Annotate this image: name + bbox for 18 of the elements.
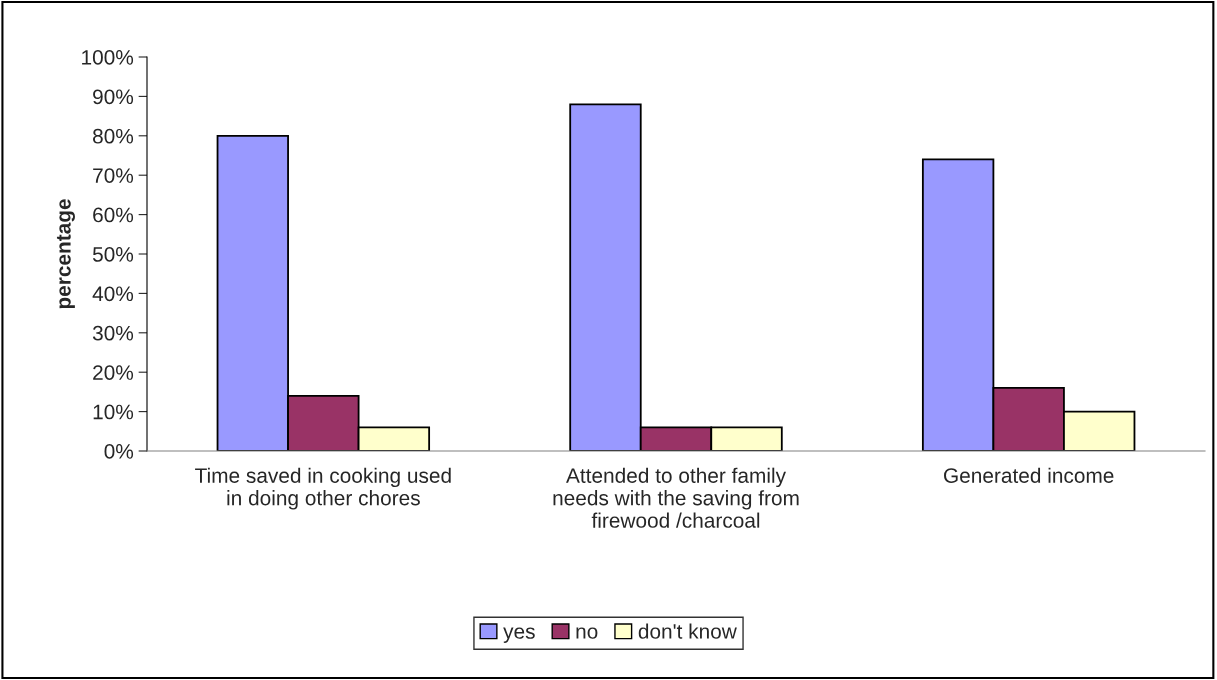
legend-label: don't know <box>638 623 737 639</box>
y-tick-label: 40% <box>92 286 134 302</box>
x-tick-label: Generated income <box>944 467 1114 483</box>
y-tick-label: 90% <box>93 89 134 105</box>
legend-label: yes <box>503 627 535 643</box>
y-tick-label: 80% <box>93 128 134 144</box>
y-tick-label: 50% <box>92 247 134 262</box>
x-tick-label: Attended to other family needs with the saving from firewood /charcoal <box>553 467 799 528</box>
y-tick-label: 100% <box>82 50 134 65</box>
y-axis-title: percentage <box>56 199 75 309</box>
y-tick-label: 70% <box>93 168 134 183</box>
x-tick-label: Time saved in cooking used in doing other chores <box>195 467 451 510</box>
y-tick-label: 0% <box>104 444 134 459</box>
y-tick-label: 30% <box>92 325 134 341</box>
legend-label: no <box>576 627 598 639</box>
y-tick-label: 10% <box>93 404 134 420</box>
y-tick-label: 20% <box>93 365 134 380</box>
y-tick-label: 60% <box>93 207 134 223</box>
